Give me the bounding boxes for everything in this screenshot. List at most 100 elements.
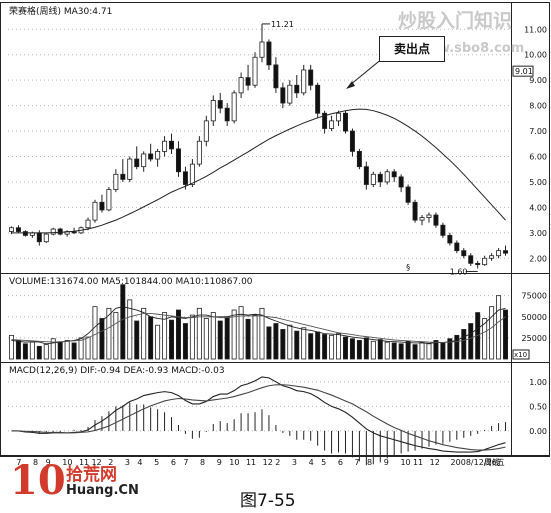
volume-bar (92, 306, 98, 360)
candle-body (210, 100, 216, 122)
low-label: 1.60 (450, 267, 468, 276)
candle-body (22, 231, 28, 236)
volume-bar (349, 338, 355, 360)
candle-body (148, 153, 154, 160)
volume-bar (182, 323, 188, 360)
volume-bar (301, 327, 307, 360)
volume-bar (29, 341, 35, 360)
volume-bar (433, 340, 439, 360)
candle-body (85, 219, 91, 229)
brand-name-en: Huang.CN (66, 483, 139, 498)
candle-body (356, 151, 362, 168)
volume-tick-label: 50000 (522, 313, 547, 322)
volume-bar (363, 337, 369, 360)
volume-bar (245, 318, 251, 360)
candle-body (189, 163, 195, 185)
x-tick-label: 11 (79, 458, 89, 467)
candle-body (391, 171, 397, 178)
x-tick-label: 6 (338, 458, 343, 467)
volume-bar (377, 339, 383, 360)
volume-bar (405, 340, 411, 360)
candle-body (175, 148, 181, 173)
candle-body (336, 112, 342, 122)
candle-body (322, 112, 328, 129)
x-tick-label: 11 (246, 458, 256, 467)
price-tick-label: 6.00 (529, 152, 547, 161)
candle-body (363, 166, 369, 185)
volume-bar (22, 343, 28, 360)
volume-bar (294, 330, 300, 360)
x-tick-label: 8 (33, 458, 38, 467)
dif-line (11, 376, 506, 453)
x-tick-label: 3 (125, 458, 130, 467)
volume-tick-label: 25000 (522, 334, 547, 343)
volume-bar (315, 331, 321, 360)
candle-body (252, 56, 258, 86)
candle-body (245, 77, 251, 86)
price-tick-label: 5.00 (529, 178, 547, 187)
volume-bar (78, 337, 84, 360)
candle-body (113, 173, 119, 190)
candle-body (15, 227, 21, 232)
candle-body (468, 255, 474, 264)
volume-unit-label: x10 (514, 351, 527, 359)
candle-body (503, 250, 509, 254)
candle-body (134, 158, 140, 168)
volume-bar (266, 326, 272, 360)
volume-bar (447, 338, 453, 360)
candle-body (162, 140, 168, 152)
macd-tick-label: 0.00 (529, 427, 547, 436)
volume-unit-box (512, 349, 530, 360)
x-tick-label: 7 (355, 458, 360, 467)
x-tick-label: 4 (309, 458, 314, 467)
price-tick-label: 11.00 (524, 25, 547, 34)
volume-tick-label: 75000 (522, 292, 547, 301)
volume-bar (85, 336, 91, 360)
candle-body (454, 242, 460, 252)
candle-body (280, 87, 286, 104)
volume-bar (398, 343, 404, 360)
last-price-label: 9.01 (515, 67, 533, 76)
watermark-text: 炒股入门知识 (398, 10, 513, 32)
x-tick-label: 5 (321, 458, 326, 467)
volume-bar (196, 307, 202, 360)
volume-bar (322, 334, 328, 360)
x-tick-label: 12 (430, 458, 440, 467)
volume-bar (162, 312, 168, 360)
candle-body (106, 189, 112, 211)
sell-point-label: 卖出点 (379, 36, 445, 62)
sell-point-arrow (349, 57, 384, 86)
candle-body (155, 151, 161, 160)
volume-bar (273, 323, 279, 360)
volume-bar (238, 306, 244, 360)
price-tick-label: 3.00 (529, 229, 547, 238)
candle-body (301, 69, 307, 94)
dea-line (11, 384, 506, 451)
x-tick-label: 8 (200, 458, 205, 467)
candle-body (447, 234, 453, 244)
candle-body (43, 233, 49, 243)
x-tick-label: 2008/12/26五 (451, 458, 505, 467)
volume-bar (336, 333, 342, 360)
volume-bar (224, 316, 230, 360)
candle-body (475, 262, 481, 266)
x-tick-label: 7 (16, 458, 21, 467)
price-tick-label: 9.00 (529, 76, 547, 85)
candle-body (127, 158, 133, 180)
peak-label: 11.21 (271, 20, 294, 29)
candle-body (50, 228, 56, 235)
volume-bar (106, 307, 112, 360)
volume-ma10-line (11, 312, 506, 343)
macd-panel-title: MACD(12,26,9) DIF:-0.94 DEA:-0.93 MACD:-… (9, 366, 225, 376)
volume-bar (141, 307, 147, 360)
x-tick-label: 8 (367, 458, 372, 467)
candle-body (196, 140, 202, 165)
price-tick-label: 2.00 (529, 254, 547, 263)
volume-bar (99, 318, 105, 360)
volume-bar (203, 318, 209, 360)
macd-tick-label: 1.00 (529, 378, 547, 387)
volume-bar (134, 320, 140, 360)
candle-body (349, 130, 355, 152)
brand-name-cn: 拾荒网 (66, 465, 117, 485)
